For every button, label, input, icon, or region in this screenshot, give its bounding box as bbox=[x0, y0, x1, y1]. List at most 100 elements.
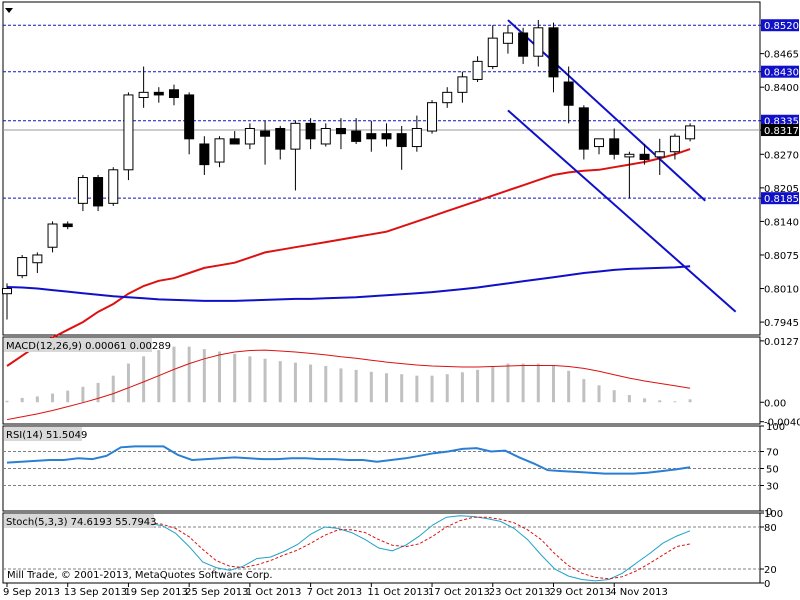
candle bbox=[548, 22, 559, 93]
pane-frame-rsi bbox=[2, 425, 761, 512]
candle bbox=[366, 120, 377, 152]
candle bbox=[442, 87, 453, 108]
indicator-label-bg bbox=[4, 427, 82, 441]
x-tick-label: 9 Sep 2013 bbox=[3, 587, 60, 598]
current-price-bg bbox=[761, 124, 799, 137]
candle-body-up bbox=[77, 177, 88, 204]
candle-body-up bbox=[442, 91, 453, 104]
x-tick-label: 23 Oct 2013 bbox=[489, 587, 551, 598]
y-tick-label: 80 bbox=[764, 523, 777, 534]
x-tick-label: 19 Sep 2013 bbox=[124, 587, 187, 598]
candle bbox=[275, 125, 286, 160]
candle bbox=[609, 128, 620, 160]
pane-frame-stoch bbox=[2, 512, 761, 584]
y-tick-label: 0 bbox=[764, 579, 770, 590]
candle-body-down bbox=[184, 94, 195, 140]
candle-body-up bbox=[17, 257, 28, 277]
candle-body-down bbox=[305, 122, 316, 140]
y-tick-label: 0.8430 bbox=[764, 68, 799, 79]
x-tick-label: 11 Oct 2013 bbox=[367, 587, 429, 598]
candle bbox=[654, 138, 665, 175]
candle bbox=[578, 105, 589, 160]
macd-label: MACD(12,26,9) 0.00061 0.00289 bbox=[6, 341, 171, 352]
candle-body-up bbox=[290, 122, 301, 150]
candle-body-up bbox=[654, 151, 665, 158]
candle-body-down bbox=[260, 130, 271, 137]
y-tick-label: 0.8335 bbox=[764, 117, 799, 128]
y-tick-label: 0 bbox=[766, 507, 772, 518]
current-price-label: 0.8317 bbox=[764, 126, 799, 137]
candle bbox=[639, 143, 650, 165]
candle-body-up bbox=[2, 288, 12, 295]
candle-body-down bbox=[518, 32, 529, 57]
candle-body-up bbox=[427, 102, 438, 132]
candle-body-down bbox=[62, 223, 73, 228]
candle-body-up bbox=[411, 127, 422, 148]
candle-body-down bbox=[563, 81, 574, 106]
lower-channel-line bbox=[507, 109, 737, 313]
candle-body-down bbox=[168, 89, 179, 99]
candle-body-up bbox=[533, 27, 544, 57]
y-tick-label: 0.8075 bbox=[764, 251, 799, 262]
triangle-down-icon bbox=[5, 8, 13, 13]
level-label-bg bbox=[761, 19, 799, 32]
candle bbox=[168, 84, 179, 106]
candle-body-down bbox=[396, 133, 407, 148]
candle bbox=[518, 27, 529, 64]
candle-body-up bbox=[108, 169, 119, 204]
candle bbox=[229, 131, 240, 145]
candle-body-up bbox=[669, 135, 680, 153]
indicator-label-bg bbox=[4, 514, 154, 528]
y-tick-label: 0.8185 bbox=[764, 194, 799, 205]
candle-body-down bbox=[275, 127, 286, 150]
candle-body-down bbox=[639, 153, 650, 160]
stoch-pane: 100 80 20 0 Stoch(5,3,3) 74.6193 55.7943 bbox=[3, 509, 783, 590]
y-tick-label: 20 bbox=[764, 565, 777, 576]
candle bbox=[153, 87, 164, 103]
candle bbox=[184, 92, 195, 155]
candle-body-down bbox=[381, 133, 392, 140]
candle-body-up bbox=[214, 138, 225, 163]
candle-body-down bbox=[93, 177, 104, 207]
macd-pane: 0.0127 0.00 -0.00403 MACD(12,26,9) 0.00061 … bbox=[4, 337, 800, 429]
stoch-label: Stoch(5,3,3) 74.6193 55.7943 bbox=[6, 517, 157, 528]
x-tick-label: 1 Oct 2013 bbox=[246, 587, 301, 598]
candle bbox=[62, 221, 73, 230]
y-tick-label: 0.0127 bbox=[764, 337, 799, 348]
indicator-label-bg bbox=[4, 338, 152, 352]
candle bbox=[487, 25, 498, 70]
candle-body-down bbox=[153, 91, 164, 96]
y-tick-label: 0.8520 bbox=[764, 21, 799, 32]
candle-body-down bbox=[578, 107, 589, 150]
candle-body-down bbox=[229, 138, 240, 145]
candle-body-up bbox=[244, 127, 255, 145]
candle bbox=[123, 92, 134, 181]
y-tick-label: -0.00403 bbox=[764, 418, 800, 429]
candle-body-up bbox=[685, 125, 696, 140]
candle-body-down bbox=[351, 130, 362, 142]
candle bbox=[411, 115, 422, 152]
candle bbox=[290, 120, 301, 191]
candle-body-up bbox=[594, 138, 605, 148]
x-tick-label: 25 Sep 2013 bbox=[185, 587, 248, 598]
candle bbox=[17, 254, 28, 279]
x-tick-label: 4 Nov 2013 bbox=[610, 587, 668, 598]
candle bbox=[685, 123, 696, 142]
candle-body-up bbox=[487, 37, 498, 68]
candle bbox=[533, 20, 544, 67]
candle-body-up bbox=[123, 94, 134, 171]
candle bbox=[77, 174, 88, 212]
candle bbox=[472, 56, 483, 83]
candle bbox=[427, 100, 438, 134]
x-tick-label: 29 Oct 2013 bbox=[549, 587, 611, 598]
candle-body-down bbox=[366, 133, 377, 140]
candle bbox=[381, 123, 392, 147]
candle-body-down bbox=[199, 143, 210, 166]
rsi-pane: 100 70 50 30 0 RSI(14) 51.5049 bbox=[3, 422, 785, 518]
candle-body-up bbox=[320, 127, 331, 145]
y-tick-label: 0.7945 bbox=[764, 318, 799, 329]
y-tick-label: 100 bbox=[764, 509, 783, 520]
candle bbox=[108, 167, 119, 206]
level-label-bg bbox=[761, 114, 799, 127]
